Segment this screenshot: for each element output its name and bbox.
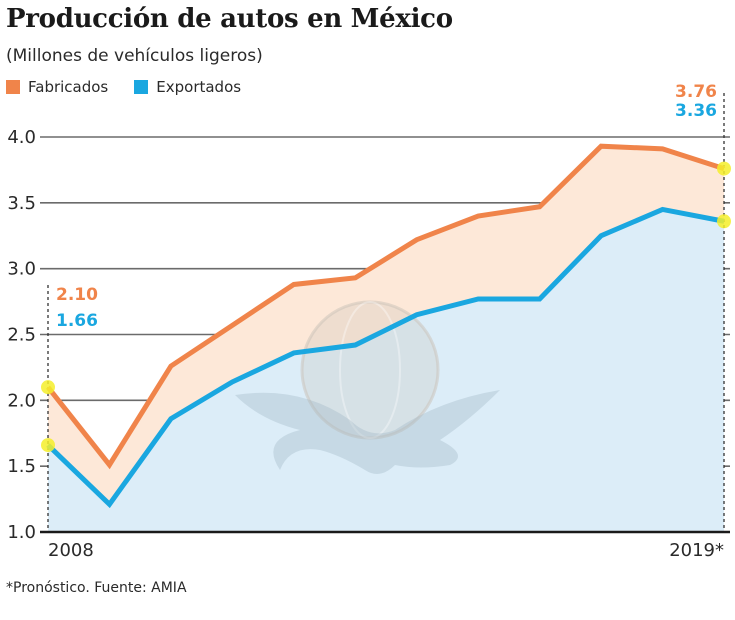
data-point-exportados — [292, 351, 296, 355]
area-fill-exportados — [48, 209, 724, 532]
highlight-marker — [717, 161, 731, 176]
data-point-exportados — [353, 343, 357, 347]
legend-label-fabricados: Fabricados — [28, 78, 109, 96]
data-point-exportados — [230, 380, 234, 384]
chart-title: Producción de autos en México — [6, 4, 453, 34]
area-fills — [48, 146, 724, 532]
highlight-marker — [41, 380, 55, 395]
data-point-fabricados — [230, 323, 234, 327]
y-tick-label: 3.5 — [7, 193, 36, 214]
x-tick-label: 2008 — [48, 540, 94, 561]
y-tick-label: 4.0 — [7, 127, 36, 148]
value-label-fabricados-2019: 3.76 — [675, 82, 717, 102]
data-point-fabricados — [538, 205, 542, 209]
data-point-exportados — [599, 234, 603, 238]
data-point-exportados — [107, 502, 111, 506]
data-point-fabricados — [107, 463, 111, 467]
y-tick-label: 1.0 — [7, 522, 36, 543]
data-point-exportados — [538, 297, 542, 301]
x-tick-label: 2019* — [669, 540, 724, 561]
value-label-exportados-2008: 1.66 — [56, 311, 98, 331]
highlight-marker — [717, 214, 731, 229]
value-label-exportados-2019: 3.36 — [675, 101, 717, 121]
data-point-exportados — [169, 417, 173, 421]
line-exportados — [46, 206, 725, 509]
watermark-meridian — [339, 301, 401, 439]
legend-item-fabricados: Fabricados — [6, 78, 108, 96]
legend-label-exportados: Exportados — [156, 78, 242, 96]
watermark-eagle-icon — [235, 390, 500, 474]
data-point-fabricados — [353, 276, 357, 280]
data-point-exportados — [415, 313, 419, 317]
footnote-source: *Pronóstico. Fuente: AMIA — [6, 580, 187, 596]
watermark-logo — [235, 300, 500, 474]
data-point-fabricados — [292, 282, 296, 286]
y-tick-label: 2.5 — [7, 325, 36, 346]
legend-swatch-exportados — [134, 80, 149, 94]
chart-subtitle: (Millones de vehículos ligeros) — [6, 46, 263, 66]
line-fabricados — [46, 143, 725, 470]
y-tick-label: 2.0 — [7, 390, 36, 411]
watermark-globe-icon — [300, 300, 440, 440]
data-point-fabricados — [599, 144, 603, 148]
data-point-fabricados — [661, 147, 665, 151]
y-tick-label: 1.5 — [7, 456, 36, 477]
legend-swatch-fabricados — [6, 80, 20, 94]
highlight-marker — [41, 438, 55, 453]
y-tick-label: 3.0 — [7, 259, 36, 280]
value-label-fabricados-2008: 2.10 — [56, 285, 98, 305]
data-point-fabricados — [415, 238, 419, 242]
data-point-exportados — [661, 207, 665, 211]
highlight-markers — [41, 144, 731, 506]
data-point-exportados — [476, 297, 480, 301]
axis-and-value-labels: 1.0 1.5 2.0 2.5 3.0 3.5 4.0 2.10 1.66 3.763.36 200… — [7, 82, 730, 561]
data-point-fabricados — [476, 214, 480, 218]
legend-item-exportados: Exportados — [134, 78, 241, 96]
legend: Fabricados Exportados — [6, 78, 267, 96]
data-point-fabricados — [169, 364, 173, 368]
